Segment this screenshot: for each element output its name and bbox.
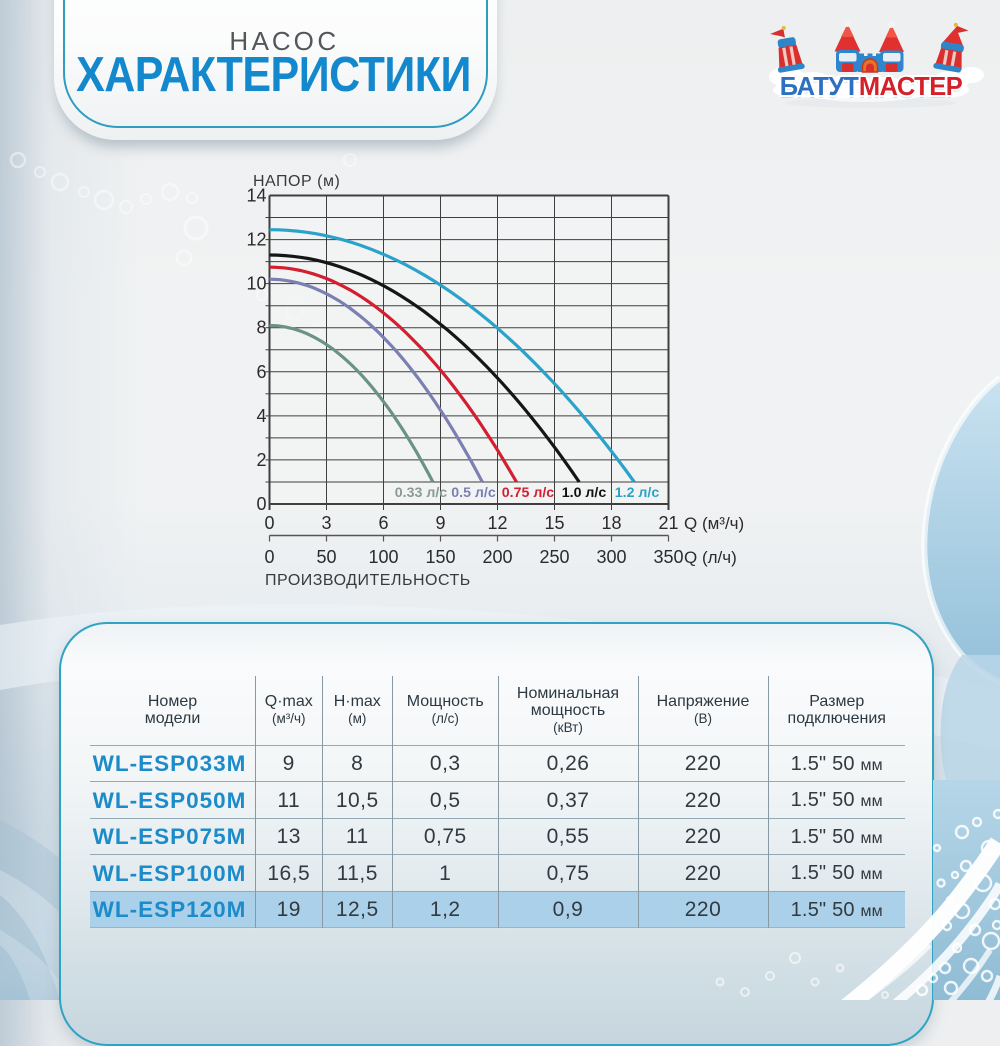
svg-text:9: 9 bbox=[435, 513, 445, 533]
svg-text:Q (л/ч): Q (л/ч) bbox=[684, 548, 737, 567]
svg-text:Q (м³/ч): Q (м³/ч) bbox=[684, 514, 744, 533]
svg-text:0: 0 bbox=[264, 513, 274, 533]
svg-text:0.75 л/с: 0.75 л/с bbox=[502, 485, 555, 501]
svg-text:150: 150 bbox=[425, 547, 455, 567]
svg-text:200: 200 bbox=[482, 547, 512, 567]
svg-text:1.0 л/с: 1.0 л/с bbox=[562, 485, 607, 501]
svg-text:15: 15 bbox=[544, 513, 564, 533]
svg-text:8: 8 bbox=[256, 318, 266, 338]
svg-text:14: 14 bbox=[246, 186, 266, 206]
svg-text:0: 0 bbox=[256, 494, 266, 514]
svg-text:0: 0 bbox=[264, 547, 274, 567]
svg-text:21: 21 bbox=[658, 513, 678, 533]
svg-text:1.2 л/с: 1.2 л/с bbox=[615, 485, 660, 501]
svg-text:350: 350 bbox=[653, 547, 683, 567]
svg-text:БАТУТМАСТЕР: БАТУТМАСТЕР bbox=[780, 76, 963, 104]
svg-text:250: 250 bbox=[539, 547, 569, 567]
svg-text:2: 2 bbox=[256, 450, 266, 470]
svg-text:ПРОИЗВОДИТЕЛЬНОСТЬ: ПРОИЗВОДИТЕЛЬНОСТЬ bbox=[265, 572, 471, 589]
svg-text:18: 18 bbox=[601, 513, 621, 533]
svg-text:0.5 л/с: 0.5 л/с bbox=[451, 485, 496, 501]
svg-text:100: 100 bbox=[368, 547, 398, 567]
svg-text:6: 6 bbox=[378, 513, 388, 533]
svg-text:4: 4 bbox=[256, 406, 266, 426]
svg-text:12: 12 bbox=[246, 230, 266, 250]
svg-text:БАТУТМАСТЕР: БАТУТМАСТЕР bbox=[780, 73, 963, 101]
svg-text:12: 12 bbox=[487, 513, 507, 533]
svg-text:50: 50 bbox=[316, 547, 336, 567]
svg-text:0.33 л/с: 0.33 л/с bbox=[395, 485, 448, 501]
svg-text:НАПОР (м): НАПОР (м) bbox=[253, 173, 340, 190]
svg-text:6: 6 bbox=[256, 362, 266, 382]
svg-text:10: 10 bbox=[246, 274, 266, 294]
svg-text:3: 3 bbox=[321, 513, 331, 533]
svg-text:300: 300 bbox=[596, 547, 626, 567]
